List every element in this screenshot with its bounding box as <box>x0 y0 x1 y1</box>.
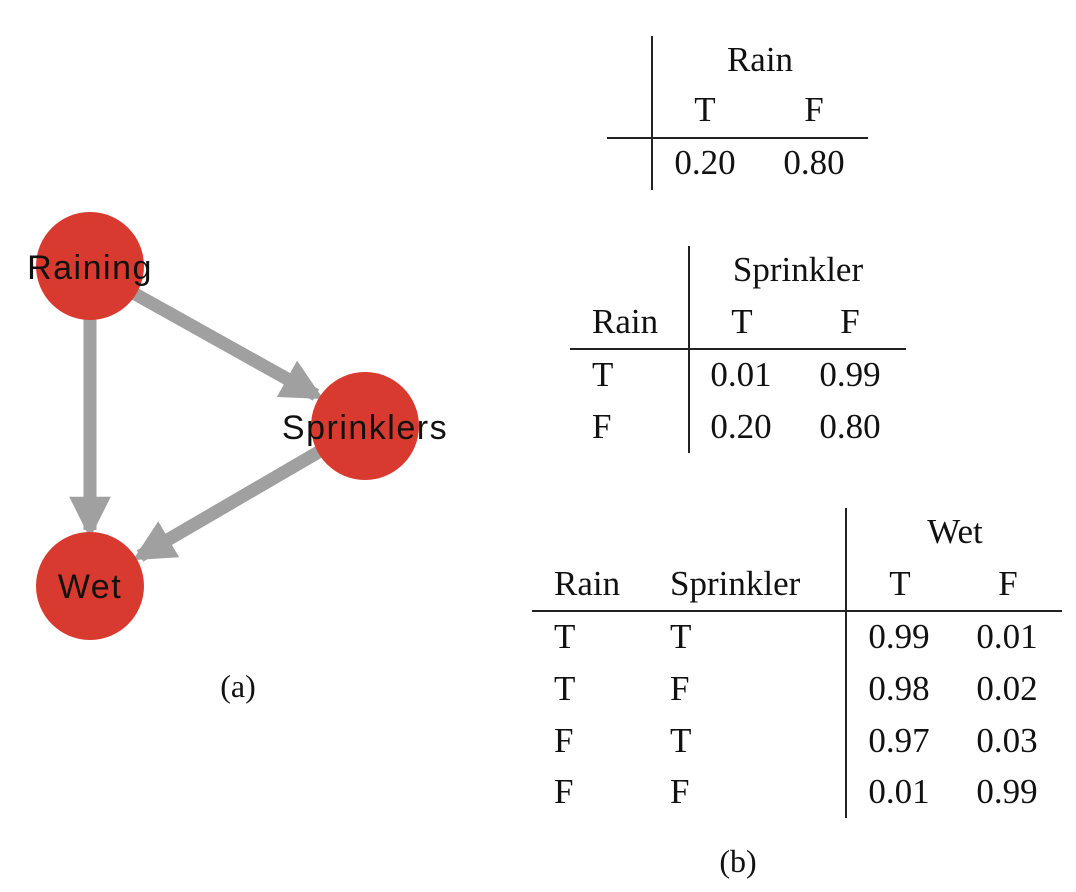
sprinkler-table-col-f: F <box>840 302 860 341</box>
sprinkler-cell: 0.99 <box>819 355 881 394</box>
sprinkler-cell: 0.80 <box>819 407 881 446</box>
wet-cell: 0.98 <box>868 669 930 708</box>
sprinkler-table-divider <box>688 246 690 453</box>
wet-row-rain: F <box>554 721 574 760</box>
sprinkler-cell: 0.01 <box>710 355 772 394</box>
sprinkler-table-header: Sprinkler <box>732 250 864 289</box>
node-sprinklers <box>311 372 419 480</box>
wet-table-rule <box>532 610 1062 612</box>
wet-table-rain-header: Rain <box>554 564 621 603</box>
node-wet <box>36 532 144 640</box>
wet-table-col-t: T <box>889 564 911 603</box>
wet-cell: 0.01 <box>868 772 930 811</box>
wet-cell: 0.03 <box>976 721 1038 760</box>
rain-table-col-t: T <box>694 90 716 129</box>
rain-table-divider <box>651 36 653 190</box>
sprinkler-cell: 0.20 <box>710 407 772 446</box>
wet-row-rain: F <box>554 772 574 811</box>
wet-cell: 0.99 <box>976 772 1038 811</box>
node-label-raining: Raining <box>27 249 153 287</box>
wet-cell: 0.02 <box>976 669 1038 708</box>
rain-table-col-f: F <box>804 90 824 129</box>
sprinkler-table-col-t: T <box>731 302 753 341</box>
wet-row-sprinkler: F <box>670 669 690 708</box>
rain-table-rule <box>607 137 868 139</box>
node-raining <box>36 212 144 320</box>
wet-cell: 0.01 <box>976 617 1038 656</box>
wet-row-sprinkler: T <box>670 721 692 760</box>
wet-row-rain: T <box>554 617 576 656</box>
wet-row-rain: T <box>554 669 576 708</box>
wet-table-divider <box>845 508 847 818</box>
wet-row-sprinkler: F <box>670 772 690 811</box>
edge-sprinklers-to-wet <box>132 444 326 562</box>
wet-table-sprinkler-header: Sprinkler <box>670 564 801 603</box>
rain-table-header: Rain <box>726 40 794 79</box>
wet-cell: 0.99 <box>868 617 930 656</box>
wet-table-col-f: F <box>998 564 1018 603</box>
sprinkler-table-row-header: Rain <box>592 302 659 341</box>
sprinkler-table-rule <box>570 348 906 350</box>
wet-row-sprinkler: T <box>670 617 692 656</box>
node-label-sprinklers: Sprinklers <box>282 409 448 447</box>
edge-raining-to-sprinklers <box>124 284 324 401</box>
rain-table-value-t: 0.20 <box>674 143 736 182</box>
caption-a: (a) <box>220 668 256 704</box>
sprinkler-row-label: F <box>592 407 612 446</box>
node-label-wet: Wet <box>58 568 122 606</box>
sprinkler-row-label: T <box>592 355 614 394</box>
rain-table-value-f: 0.80 <box>783 143 845 182</box>
caption-b: (b) <box>719 843 757 879</box>
network-graph: Raining Sprinklers Wet <box>27 212 448 640</box>
wet-table-header: Wet <box>927 512 983 551</box>
wet-cell: 0.97 <box>868 721 930 760</box>
